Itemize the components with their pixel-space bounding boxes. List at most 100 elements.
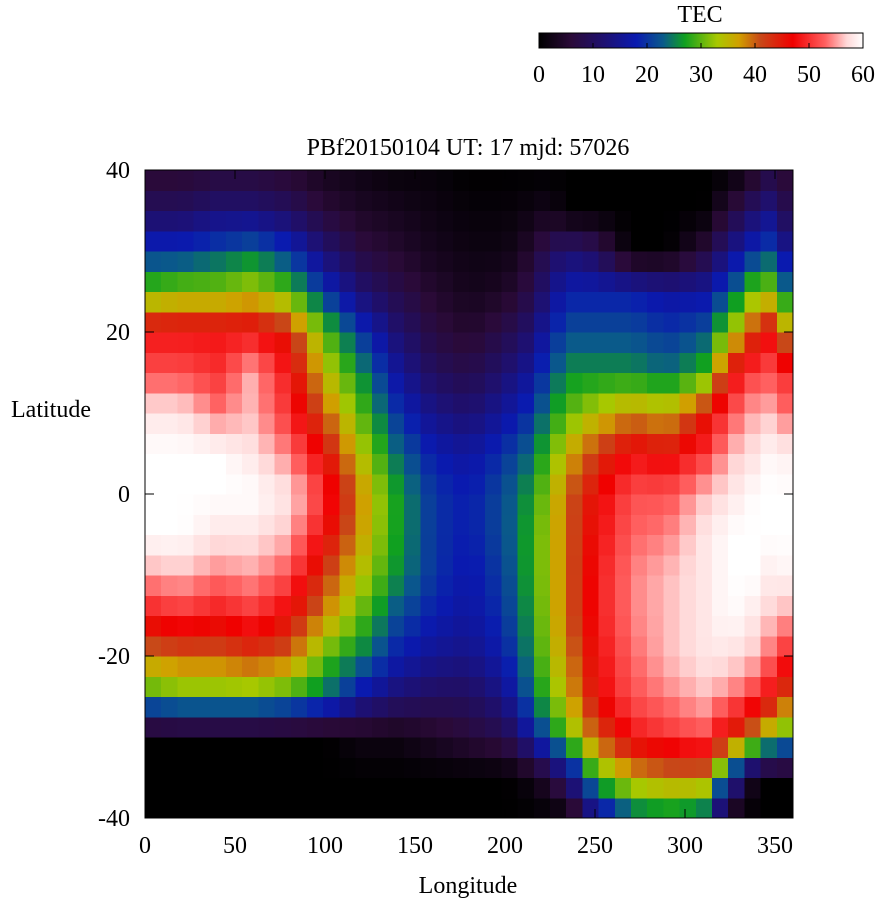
heatmap-cell [290,352,308,374]
heatmap-cell [550,170,567,191]
heatmap-cell [145,251,162,272]
heatmap-cell [323,757,340,779]
heatmap-cell [469,251,486,272]
heatmap-cell [566,210,583,232]
heatmap-cell [776,797,794,819]
heatmap-cell [258,190,276,212]
heatmap-cell [631,230,648,252]
colorbar-tick-label: 40 [743,62,767,88]
heatmap-cell [436,413,454,434]
heatmap-cell [712,251,729,272]
heatmap-cell [290,372,308,394]
heatmap-cell [452,271,470,293]
heatmap-cell [501,433,519,455]
heatmap-cell [404,210,421,232]
heatmap-cell [582,291,600,313]
heatmap-cell [258,797,276,819]
heatmap-cell [598,392,616,414]
heatmap-cell [728,797,745,819]
heatmap-cell [663,554,681,576]
heatmap-cell [501,352,519,374]
heatmap-cells [145,170,794,819]
heatmap-cell [647,311,664,333]
heatmap-cell [242,777,259,799]
heatmap-cell [582,413,600,434]
heatmap-cell [355,615,373,637]
heatmap-cell [307,737,324,758]
heatmap-cell [161,271,178,293]
heatmap-cell [550,575,567,596]
heatmap-cell [177,534,195,556]
heatmap-cell [614,696,632,718]
heatmap-cell [695,696,713,718]
heatmap-cell [145,575,162,596]
heatmap-cell [274,332,292,353]
heatmap-cell [631,291,648,313]
heatmap-cell [339,251,357,272]
heatmap-cell [695,230,713,252]
heatmap-cell [485,696,502,718]
heatmap-cell [226,514,243,536]
heatmap-cell [355,372,373,394]
heatmap-cell [582,757,600,779]
heatmap-cell [242,615,259,637]
heatmap-cell [323,453,340,475]
heatmap-cell [614,554,632,576]
heatmap-cell [209,635,227,657]
heatmap-cell [566,473,583,495]
heatmap-cell [582,251,600,272]
heatmap-cell [436,392,454,414]
heatmap-cell [550,372,567,394]
heatmap-cell [566,514,583,536]
heatmap-cell [760,615,778,637]
heatmap-cell [631,433,648,455]
heatmap-cell [339,494,357,515]
heatmap-cell [209,251,227,272]
heatmap-cell [550,635,567,657]
heatmap-cell [193,230,211,252]
heatmap-cell [712,494,729,515]
heatmap-cell [161,433,178,455]
heatmap-cell [388,251,405,272]
heatmap-cell [258,696,276,718]
heatmap-cell [744,413,762,434]
heatmap-cell [712,311,729,333]
heatmap-cell [776,291,794,313]
heatmap-cell [679,777,697,799]
heatmap-cell [679,615,697,637]
heatmap-cell [501,251,519,272]
heatmap-cell [339,190,357,212]
heatmap-cell [695,595,713,617]
heatmap-cell [550,352,567,374]
heatmap-cell [193,554,211,576]
heatmap-cell [404,777,421,799]
heatmap-cell [371,170,389,191]
heatmap-cell [776,635,794,657]
heatmap-cell [388,433,405,455]
heatmap-cell [371,797,389,819]
heatmap-cell [209,656,227,677]
heatmap-cell [631,615,648,637]
heatmap-cell [436,352,454,374]
heatmap-cell [226,291,243,313]
heatmap-cell [776,575,794,596]
heatmap-cell [420,433,438,455]
heatmap-cell [712,190,729,212]
heatmap-cell [760,757,778,779]
heatmap-cell [647,170,664,191]
heatmap-cell [226,311,243,333]
heatmap-cell [469,595,486,617]
heatmap-cell [177,656,195,677]
heatmap-cell [517,311,535,333]
heatmap-cell [647,534,664,556]
heatmap-cell [290,494,308,515]
heatmap-cell [679,352,697,374]
heatmap-cell [404,271,421,293]
heatmap-cell [307,494,324,515]
heatmap-cell [274,392,292,414]
heatmap-cell [371,453,389,475]
heatmap-cell [631,656,648,677]
heatmap-cell [695,777,713,799]
heatmap-cell [290,271,308,293]
heatmap-cell [242,797,259,819]
